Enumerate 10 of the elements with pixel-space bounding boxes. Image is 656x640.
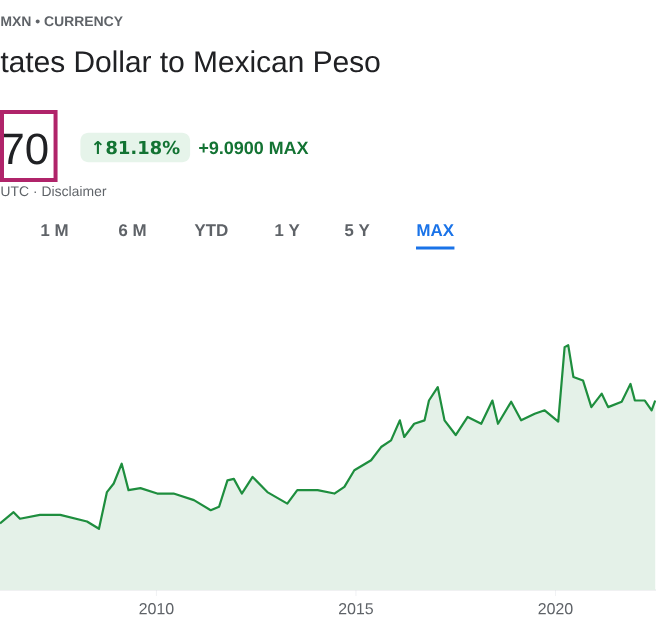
text: 1 M	[41, 224, 68, 236]
text: 70	[2, 133, 48, 165]
text: ↑81.18%	[93, 140, 180, 155]
text: +9.0900 MAX	[199, 141, 309, 155]
text: 6 M	[119, 224, 146, 237]
chart-title: tates Dollar to Mexican Peso	[0, 50, 380, 73]
text: 5 Y	[344, 224, 370, 237]
text: 1 Y	[275, 224, 300, 236]
text: YTD	[194, 224, 228, 236]
text: MAX	[417, 224, 454, 236]
